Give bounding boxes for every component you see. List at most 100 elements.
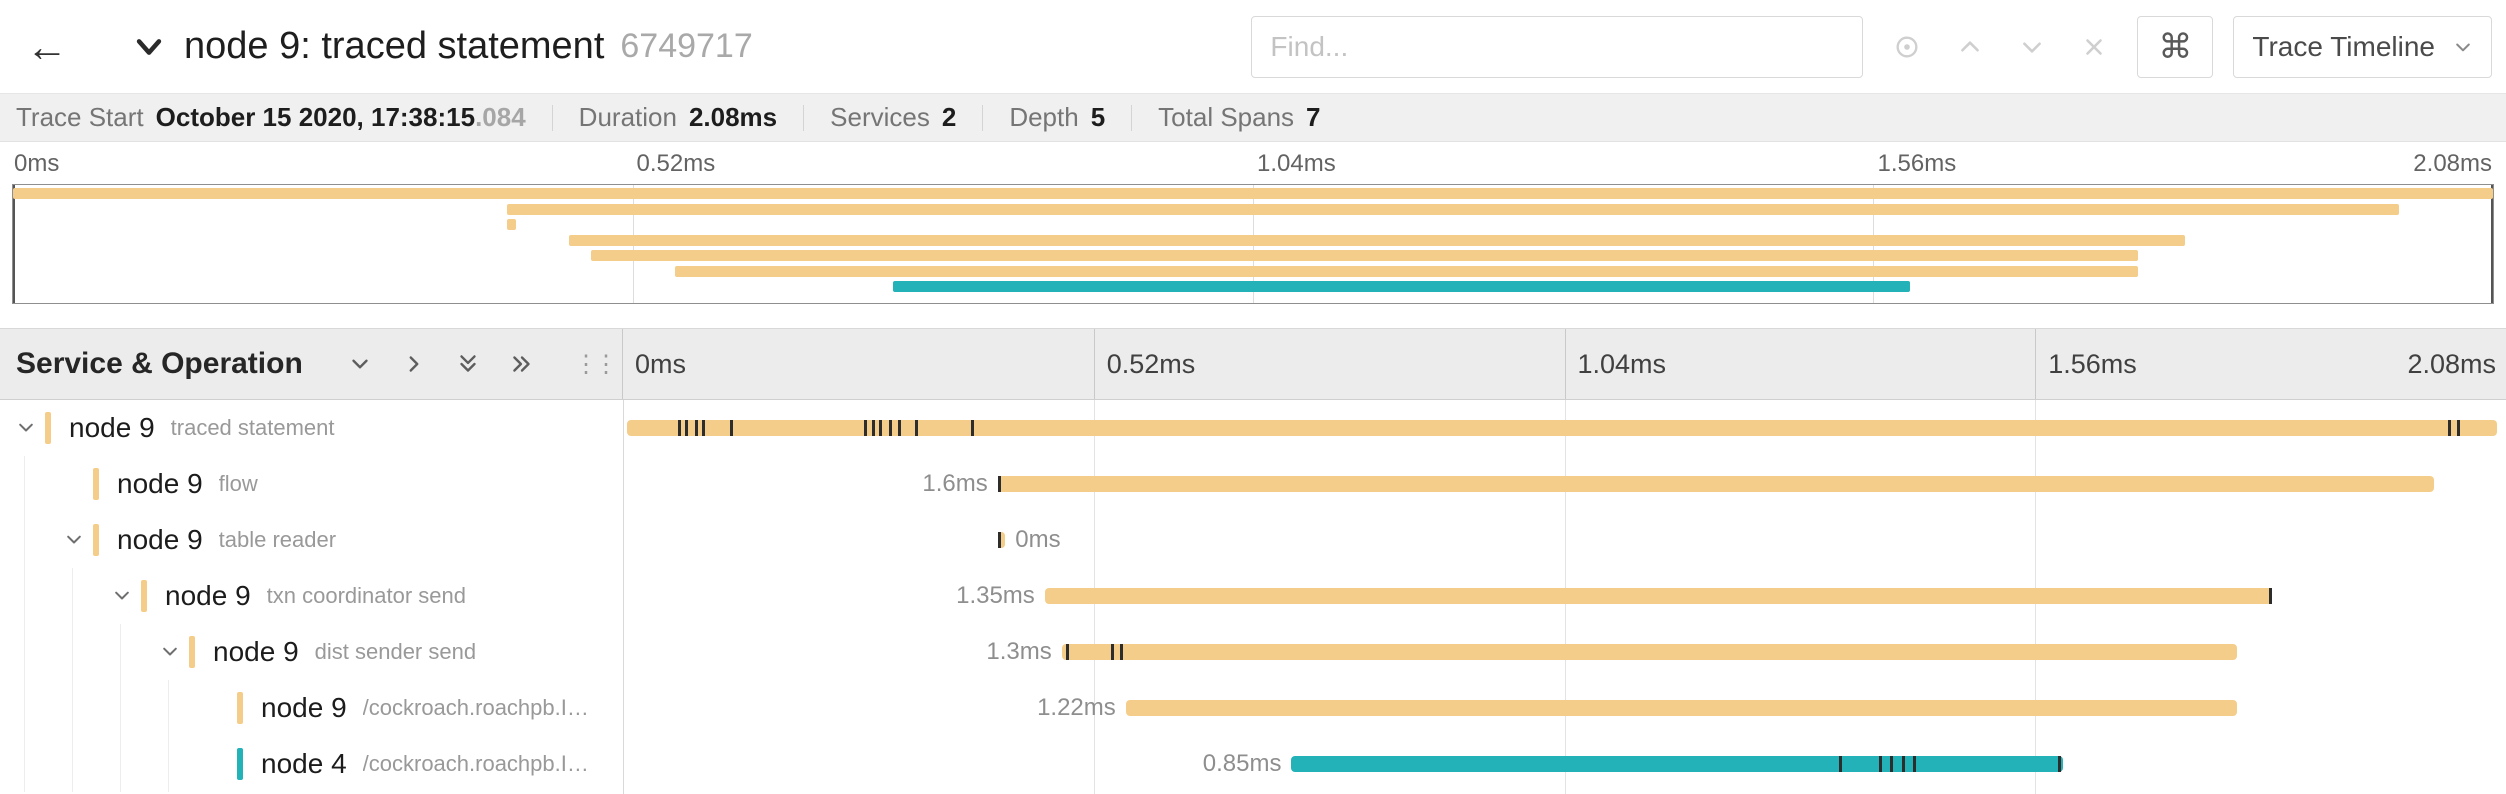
- span-log-tick: [702, 420, 706, 436]
- span-bar[interactable]: [997, 532, 1006, 548]
- span-bar[interactable]: [997, 476, 2435, 492]
- span-log-tick: [871, 420, 875, 436]
- span-operation-name: txn coordinator send: [266, 583, 466, 608]
- span-log-tick: [2057, 756, 2061, 772]
- span-row: node 9 flow 1.6ms: [0, 456, 2506, 512]
- span-name-cell[interactable]: node 4 /cockroach.roachpb.I…: [0, 736, 623, 792]
- span-timeline-cell[interactable]: 1.35ms: [623, 568, 2506, 624]
- span-name-cell[interactable]: node 9 traced statement: [0, 400, 623, 456]
- span-timeline-cell[interactable]: 1.22ms: [623, 680, 2506, 736]
- indent-guide: [72, 680, 73, 736]
- collapse-all-icon[interactable]: [455, 351, 481, 377]
- indent-guide: [72, 736, 73, 792]
- span-log-tick: [694, 420, 698, 436]
- minimap-span-bar: [13, 188, 2493, 199]
- span-service-name: node 9: [117, 468, 203, 499]
- span-row: node 9 /cockroach.roachpb.I… 1.22ms: [0, 680, 2506, 736]
- column-resizer-handle[interactable]: ⋮⋮: [574, 350, 618, 378]
- indent-guide: [24, 456, 25, 512]
- span-log-tick: [685, 420, 689, 436]
- minimap-left-drag-handle[interactable]: [13, 185, 15, 303]
- span-row: node 4 /cockroach.roachpb.I… 0.85ms: [0, 736, 2506, 792]
- trace-start-value: October 15 2020, 17:38:15: [155, 102, 476, 132]
- minimap-span-bar: [675, 265, 2139, 277]
- span-row: node 9 dist sender send 1.3ms: [0, 624, 2506, 680]
- indent-guide: [120, 624, 121, 680]
- ruler-tick-label: 2.08ms: [2407, 348, 2496, 379]
- minimap-tick-label: 1.56ms: [1877, 150, 1957, 177]
- expand-all-icon[interactable]: [509, 351, 535, 377]
- span-service-name: node 4: [261, 748, 347, 779]
- span-toggle-chevron-icon[interactable]: [16, 418, 36, 438]
- span-log-tick: [971, 420, 975, 436]
- divider: [982, 104, 984, 131]
- keyboard-shortcuts-button[interactable]: ⌘: [2137, 15, 2214, 78]
- span-bar[interactable]: [1044, 588, 2273, 604]
- minimap-tick-label: 0.52ms: [636, 150, 716, 177]
- span-name-cell[interactable]: node 9 dist sender send: [0, 624, 623, 680]
- span-timeline-cell[interactable]: 1.3ms: [623, 624, 2506, 680]
- service-operation-title: Service & Operation: [16, 347, 303, 380]
- duration-value: 2.08ms: [688, 102, 778, 132]
- span-bar[interactable]: [1061, 644, 2237, 660]
- span-log-tick: [730, 420, 734, 436]
- minimap-span-bar: [506, 203, 2399, 215]
- span-bar[interactable]: [1291, 756, 2064, 772]
- trace-page-header: ← node 9: traced statement 6749717 ⌘ Tra…: [0, 0, 2506, 94]
- prev-result-icon[interactable]: [1957, 34, 1983, 60]
- depth-label: Depth: [1009, 102, 1079, 132]
- span-rows: node 9 traced statement node 9 flow 1.6m…: [0, 400, 2506, 794]
- span-color-chip: [93, 468, 99, 500]
- span-toggle-chevron-icon[interactable]: [112, 586, 132, 606]
- indent-guide: [24, 680, 25, 736]
- span-timeline-cell[interactable]: 0ms: [623, 512, 2506, 568]
- span-log-tick: [997, 532, 1001, 548]
- minimap-right-drag-handle[interactable]: [2491, 185, 2493, 303]
- minimap-span-bar: [893, 281, 1911, 292]
- page-title: node 9: traced statement: [184, 25, 605, 67]
- span-color-chip: [237, 692, 243, 724]
- span-timeline-cell[interactable]: [623, 400, 2506, 456]
- trace-view-dropdown[interactable]: Trace Timeline: [2233, 15, 2492, 78]
- span-name-cell[interactable]: node 9 txn coordinator send: [0, 568, 623, 624]
- span-toggle-chevron-icon[interactable]: [160, 642, 180, 662]
- span-color-chip: [141, 580, 147, 612]
- span-name-cell[interactable]: node 9 /cockroach.roachpb.I…: [0, 680, 623, 736]
- span-bar[interactable]: [1125, 700, 2237, 716]
- span-log-tick: [897, 420, 901, 436]
- span-row: node 9 txn coordinator send 1.35ms: [0, 568, 2506, 624]
- span-timeline-cell[interactable]: 0.85ms: [623, 736, 2506, 792]
- find-input[interactable]: [1251, 15, 1864, 78]
- span-color-chip: [237, 748, 243, 780]
- service-operation-header: Service & Operation ⋮⋮: [0, 329, 623, 399]
- trace-id: 6749717: [620, 27, 753, 65]
- span-row: node 9 traced statement: [0, 400, 2506, 456]
- span-bar[interactable]: [626, 420, 2497, 436]
- indent-guide: [72, 568, 73, 624]
- span-log-tick: [1912, 756, 1916, 772]
- minimap-time-labels: 0ms 0.52ms 1.04ms 1.56ms 2.08ms: [12, 142, 2494, 182]
- span-duration-label: 1.22ms: [1037, 694, 1116, 721]
- span-toggle-chevron-icon[interactable]: [64, 530, 84, 550]
- chevron-down-icon: [2456, 43, 2470, 51]
- find-section: ⌘ Trace Timeline: [1251, 15, 2492, 78]
- span-log-tick: [677, 420, 681, 436]
- clear-search-icon[interactable]: [2081, 34, 2107, 60]
- span-color-chip: [45, 412, 51, 444]
- locate-icon[interactable]: [1893, 33, 1921, 61]
- collapse-trace-chevron-icon[interactable]: [132, 30, 166, 64]
- expand-one-icon[interactable]: [401, 351, 427, 377]
- back-button[interactable]: ←: [26, 23, 86, 71]
- collapse-one-icon[interactable]: [347, 351, 373, 377]
- minimap-scrubber-canvas[interactable]: [12, 184, 2494, 304]
- spacer: [0, 306, 2506, 328]
- span-duration-label: 0ms: [1015, 526, 1061, 553]
- span-name-cell[interactable]: node 9 table reader: [0, 512, 623, 568]
- span-timeline-cell[interactable]: 1.6ms: [623, 456, 2506, 512]
- span-log-tick: [914, 420, 918, 436]
- minimap-tick-label: 2.08ms: [2413, 150, 2492, 177]
- indent-guide: [168, 736, 169, 792]
- span-name-cell[interactable]: node 9 flow: [0, 456, 623, 512]
- next-result-icon[interactable]: [2019, 34, 2045, 60]
- ruler-tick-label: 0ms: [635, 348, 687, 379]
